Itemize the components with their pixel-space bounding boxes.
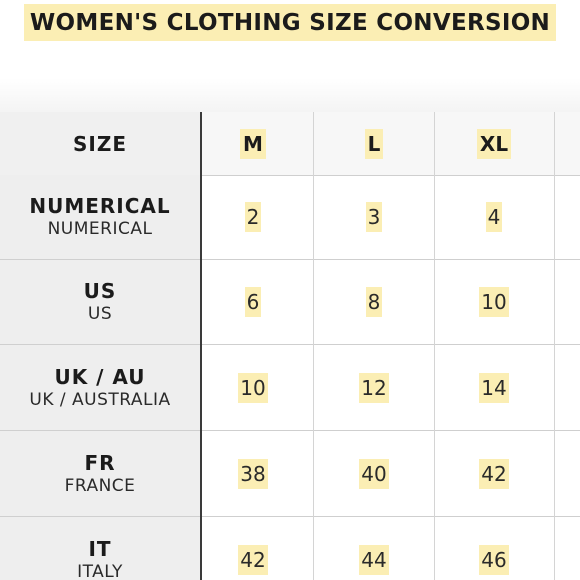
row-sublabel: FRANCE <box>64 475 136 496</box>
column-divider <box>313 112 314 580</box>
cell-value: 10 <box>238 372 268 403</box>
cell-value: 12 <box>359 372 389 403</box>
table-cell: 8 <box>314 260 434 344</box>
table-cell: 44 <box>314 517 434 580</box>
cell-value: 38 <box>238 458 268 489</box>
table-cell: 46 <box>434 517 554 580</box>
column-header-label: XL <box>476 128 512 159</box>
column-divider <box>434 112 435 580</box>
table-cell: 12 <box>314 345 434 430</box>
row-sublabel: ITALY <box>77 561 123 580</box>
row-label: FR <box>84 450 116 475</box>
row-sublabel: US <box>87 304 113 324</box>
row-sublabel: UK / AUSTRALIA <box>29 389 171 410</box>
table-row-fr: FR FRANCE 38 40 42 <box>0 431 580 517</box>
page-title: WOMEN'S CLOTHING SIZE CONVERSION <box>23 4 557 41</box>
cell-value: 46 <box>479 544 509 575</box>
column-header-l: L <box>314 112 434 175</box>
table-cell: 38 <box>193 431 313 516</box>
row-label-cell: UK / AU UK / AUSTRALIA <box>0 345 200 430</box>
row-sublabel: NUMERICAL <box>47 219 153 239</box>
table-cell: 4 <box>434 175 554 259</box>
cell-value: 42 <box>238 544 268 575</box>
table-row-uk-au: UK / AU UK / AUSTRALIA 10 12 14 <box>0 345 580 431</box>
cell-value: 44 <box>359 544 389 575</box>
table-cell: 6 <box>193 260 313 344</box>
column-header-m: M <box>193 112 313 175</box>
column-header-label: M <box>240 128 266 159</box>
size-conversion-table: SIZE M L XL NUMERICAL NUMERICAL 2 3 4 <box>0 112 580 580</box>
cell-value: 10 <box>479 287 509 317</box>
row-label-cell: FR FRANCE <box>0 431 200 516</box>
row-label-cell: NUMERICAL NUMERICAL <box>0 175 200 259</box>
cell-value: 40 <box>359 458 389 489</box>
row-label: US <box>83 279 117 303</box>
row-label-cell: IT ITALY <box>0 517 200 580</box>
cell-value: 14 <box>479 372 509 403</box>
cell-value: 4 <box>485 202 503 232</box>
cell-value: 8 <box>365 287 383 317</box>
table-cell: 14 <box>434 345 554 430</box>
table-cell: 10 <box>434 260 554 344</box>
row-label-cell: US US <box>0 260 200 344</box>
table-cell: 10 <box>193 345 313 430</box>
table-row-numerical: NUMERICAL NUMERICAL 2 3 4 <box>0 175 580 260</box>
table-row-us: US US 6 8 10 <box>0 260 580 345</box>
column-header-xl: XL <box>434 112 554 175</box>
table-cell: 3 <box>314 175 434 259</box>
cell-value: 3 <box>365 202 383 232</box>
label-column-divider <box>200 112 202 580</box>
row-label: IT <box>88 536 112 561</box>
header-label-cell: SIZE <box>0 112 200 175</box>
title-container: WOMEN'S CLOTHING SIZE CONVERSION <box>0 4 580 41</box>
column-divider <box>554 112 555 580</box>
table-cell: 40 <box>314 431 434 516</box>
cell-value: 6 <box>244 287 262 317</box>
table-top-shadow <box>0 78 580 112</box>
table-cell: 2 <box>193 175 313 259</box>
column-header-label: L <box>364 128 384 159</box>
cell-value: 2 <box>244 202 262 232</box>
cell-value: 42 <box>479 458 509 489</box>
row-label: NUMERICAL <box>29 194 171 218</box>
table-cell: 42 <box>193 517 313 580</box>
table-cell: 42 <box>434 431 554 516</box>
table-header-row: SIZE M L XL <box>0 112 580 176</box>
header-label: SIZE <box>72 131 127 156</box>
table-row-it: IT ITALY 42 44 46 <box>0 517 580 580</box>
row-label: UK / AU <box>54 364 146 389</box>
